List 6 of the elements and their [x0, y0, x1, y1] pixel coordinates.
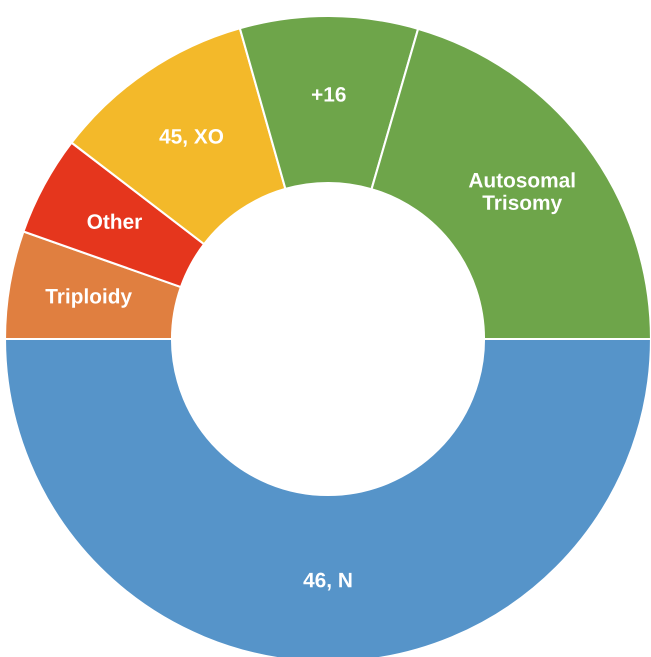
- slice-label: Triploidy: [45, 288, 132, 308]
- slice-label: Other: [88, 214, 142, 229]
- slice-label: Autosomal Trisomy: [468, 172, 575, 214]
- slice-label: 45, XO: [159, 128, 224, 147]
- slice-label: 46, N: [303, 572, 352, 590]
- slice-label: +16: [312, 87, 346, 102]
